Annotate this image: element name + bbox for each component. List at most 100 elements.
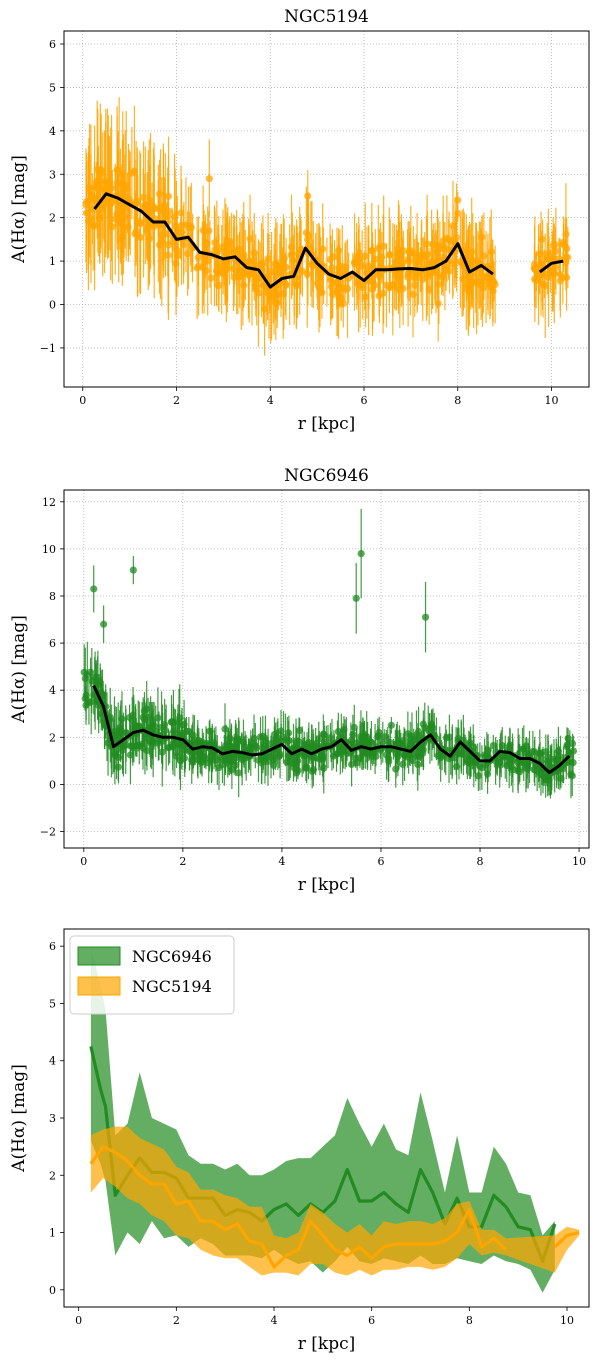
data-point (199, 226, 207, 235)
y-tick-label: 2 (49, 1169, 56, 1182)
axes-frame (63, 489, 590, 849)
data-point (94, 681, 102, 689)
data-point (417, 746, 425, 754)
data-point (233, 735, 241, 743)
data-point (158, 748, 166, 756)
data-point (292, 282, 301, 290)
data-point (122, 182, 130, 190)
data-point (215, 259, 223, 267)
data-point (266, 290, 274, 298)
data-point (356, 754, 364, 762)
data-point (131, 722, 139, 730)
data-point (240, 281, 248, 289)
data-point (478, 233, 486, 241)
data-point (445, 236, 453, 244)
plot-area (89, 946, 580, 1293)
data-point (246, 235, 254, 243)
x-axis-label: r [kpc] (298, 414, 356, 434)
data-point (336, 264, 344, 272)
data-point (350, 723, 358, 732)
data-point (337, 294, 345, 302)
data-point (234, 270, 242, 279)
data-point (168, 718, 176, 726)
data-point (135, 741, 143, 750)
data-point (453, 763, 461, 771)
data-point (361, 293, 370, 301)
data-point (464, 279, 472, 287)
data-point (111, 215, 119, 223)
data-point (132, 199, 140, 208)
data-point (522, 742, 530, 750)
y-tick-label: 2 (49, 212, 56, 225)
data-point (139, 713, 147, 721)
data-point (96, 213, 104, 221)
data-point (117, 234, 126, 242)
data-point (318, 289, 326, 297)
data-point (85, 183, 93, 191)
data-point (552, 247, 560, 255)
data-point (164, 251, 172, 259)
data-point (474, 772, 482, 780)
data-point (474, 280, 482, 288)
legend-swatch (77, 946, 121, 966)
data-point (94, 673, 102, 681)
y-tick-label: 12 (42, 496, 56, 509)
data-point (465, 287, 473, 295)
x-tick-label: 6 (377, 855, 384, 868)
data-point (172, 729, 180, 737)
data-point (567, 770, 575, 778)
data-point (229, 265, 238, 273)
median-profile-line (92, 684, 571, 775)
chart-title: NGC6946 (284, 466, 369, 486)
y-tick-label: 2 (49, 731, 56, 744)
x-tick-label: 2 (173, 394, 180, 407)
data-point (338, 746, 347, 754)
data-point (205, 175, 213, 183)
data-point (170, 213, 179, 221)
data-point (563, 743, 571, 751)
y-tick-label: 8 (49, 590, 56, 603)
data-point (442, 734, 451, 742)
data-point (117, 218, 125, 227)
x-tick-label: 10 (545, 394, 559, 407)
data-point (414, 258, 422, 266)
data-point (371, 255, 379, 263)
data-point (395, 249, 403, 257)
data-point (224, 238, 232, 246)
data-point (206, 727, 214, 735)
y-axis-label: A(Hα) [mag] (9, 155, 29, 264)
data-point (282, 281, 290, 289)
data-point (349, 731, 357, 739)
data-point (97, 710, 105, 718)
data-point (115, 169, 123, 178)
data-point (428, 258, 436, 266)
data-point (164, 212, 172, 221)
data-point (489, 741, 497, 750)
data-point (413, 752, 421, 760)
data-point (389, 282, 397, 290)
data-point (106, 178, 114, 186)
y-tick-label: 0 (49, 299, 56, 312)
data-point (414, 727, 423, 736)
x-axis-label: r [kpc] (298, 1334, 356, 1354)
data-point (319, 751, 327, 759)
data-point (155, 190, 164, 198)
data-point (81, 674, 89, 683)
y-tick-label: 3 (49, 1112, 56, 1125)
data-point (538, 235, 546, 243)
data-point (177, 229, 185, 237)
data-point (291, 756, 299, 764)
y-tick-label: 0 (49, 778, 56, 791)
data-point (374, 732, 382, 741)
data-point (434, 299, 442, 308)
x-tick-label: 10 (572, 855, 586, 868)
data-point (213, 756, 221, 764)
data-point (304, 231, 313, 240)
data-point (425, 285, 433, 294)
data-point (118, 743, 127, 751)
median-profile-line (93, 192, 564, 289)
data-point (84, 217, 93, 225)
data-point (259, 281, 268, 289)
data-point (294, 766, 302, 774)
